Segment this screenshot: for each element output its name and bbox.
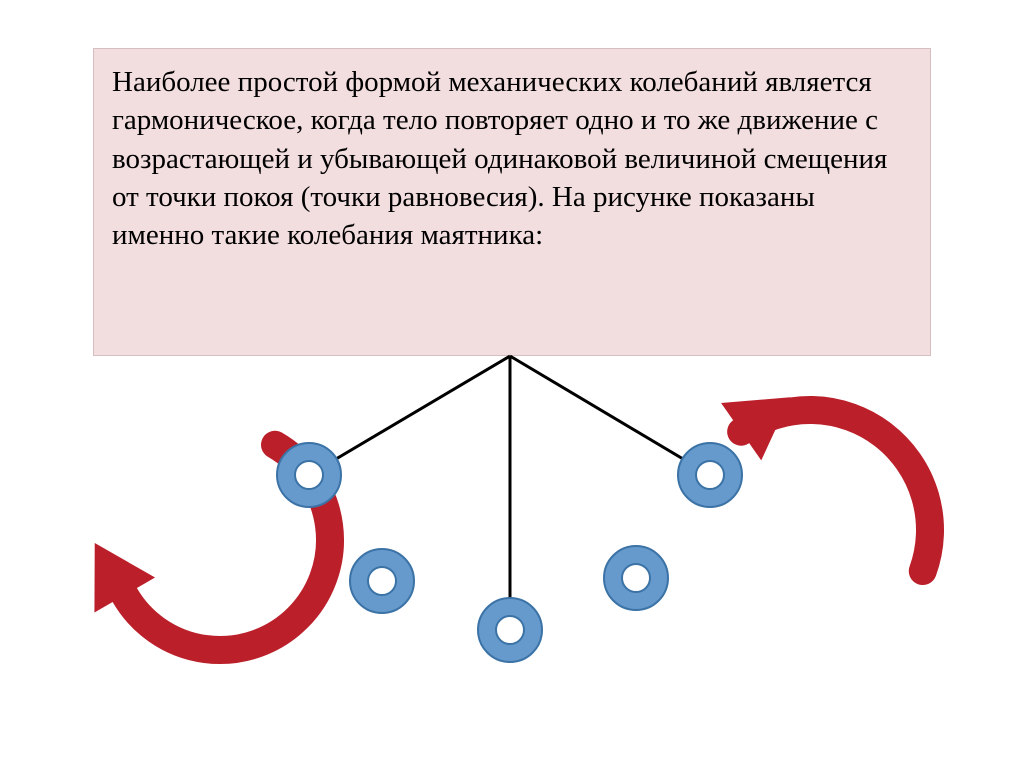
pendulum-line (510, 356, 710, 475)
pendulum-bob (604, 546, 668, 610)
pendulum-bob (678, 443, 742, 507)
bob-inner (295, 461, 323, 489)
pendulum-bob (478, 598, 542, 662)
bob-inner (696, 461, 724, 489)
bob-inner (496, 616, 524, 644)
pendulum-line (309, 356, 510, 475)
bob-inner (622, 564, 650, 592)
pendulum-bob (277, 443, 341, 507)
bob-inner (368, 567, 396, 595)
pendulum-diagram (0, 0, 1024, 767)
pendulum-bob (350, 549, 414, 613)
